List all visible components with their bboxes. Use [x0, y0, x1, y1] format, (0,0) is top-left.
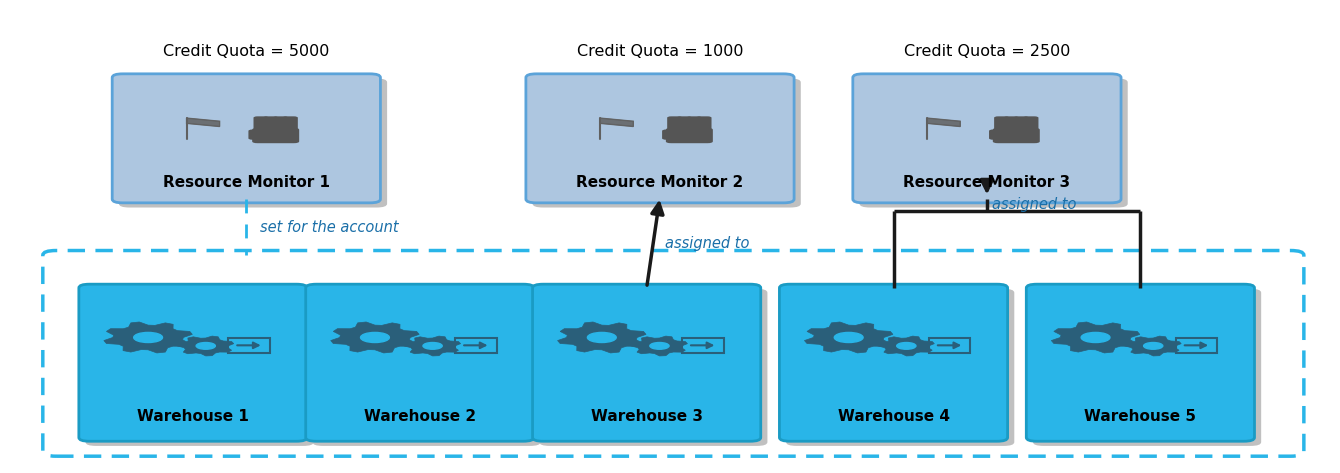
FancyBboxPatch shape [859, 79, 1128, 208]
FancyBboxPatch shape [1004, 116, 1018, 131]
Polygon shape [600, 118, 634, 126]
FancyBboxPatch shape [1024, 116, 1038, 131]
Polygon shape [927, 118, 961, 126]
Polygon shape [177, 336, 233, 356]
Text: Warehouse 5: Warehouse 5 [1084, 409, 1197, 424]
FancyBboxPatch shape [666, 128, 713, 143]
FancyBboxPatch shape [273, 116, 288, 131]
FancyBboxPatch shape [787, 289, 1014, 446]
Text: assigned to: assigned to [992, 197, 1077, 212]
FancyBboxPatch shape [993, 128, 1040, 143]
Polygon shape [804, 322, 892, 353]
Circle shape [423, 342, 442, 349]
FancyBboxPatch shape [252, 128, 299, 143]
FancyBboxPatch shape [119, 79, 387, 208]
FancyBboxPatch shape [697, 116, 712, 131]
Polygon shape [631, 336, 687, 356]
FancyBboxPatch shape [248, 130, 264, 140]
FancyBboxPatch shape [263, 116, 279, 131]
Polygon shape [331, 322, 419, 353]
Polygon shape [1124, 336, 1181, 356]
Text: Credit Quota = 5000: Credit Quota = 5000 [163, 44, 330, 59]
Circle shape [134, 333, 162, 342]
FancyBboxPatch shape [989, 130, 1004, 140]
FancyBboxPatch shape [662, 130, 677, 140]
Text: Credit Quota = 1000: Credit Quota = 1000 [576, 44, 744, 59]
Text: Warehouse 2: Warehouse 2 [363, 409, 476, 424]
FancyBboxPatch shape [86, 289, 314, 446]
FancyBboxPatch shape [1013, 116, 1029, 131]
FancyBboxPatch shape [677, 116, 691, 131]
FancyBboxPatch shape [686, 116, 702, 131]
FancyBboxPatch shape [306, 284, 533, 441]
FancyBboxPatch shape [525, 74, 795, 203]
Circle shape [1143, 342, 1163, 349]
Text: Credit Quota = 2500: Credit Quota = 2500 [903, 44, 1071, 59]
Text: Resource Monitor 2: Resource Monitor 2 [576, 175, 744, 190]
Polygon shape [1052, 322, 1140, 353]
FancyBboxPatch shape [283, 116, 297, 131]
FancyBboxPatch shape [539, 289, 768, 446]
Circle shape [835, 333, 863, 342]
FancyBboxPatch shape [312, 289, 540, 446]
FancyBboxPatch shape [1033, 289, 1261, 446]
Text: Warehouse 3: Warehouse 3 [591, 409, 702, 424]
Text: Warehouse 4: Warehouse 4 [838, 409, 950, 424]
Polygon shape [403, 336, 461, 356]
FancyBboxPatch shape [532, 284, 761, 441]
Circle shape [1081, 333, 1110, 342]
Polygon shape [105, 322, 193, 353]
Text: Resource Monitor 3: Resource Monitor 3 [903, 175, 1071, 190]
Text: set for the account: set for the account [260, 219, 398, 235]
Polygon shape [878, 336, 934, 356]
Circle shape [650, 342, 669, 349]
Circle shape [896, 342, 917, 349]
Polygon shape [557, 322, 646, 353]
FancyBboxPatch shape [532, 79, 801, 208]
FancyBboxPatch shape [780, 284, 1008, 441]
Circle shape [196, 342, 216, 349]
FancyBboxPatch shape [113, 74, 381, 203]
FancyBboxPatch shape [994, 116, 1009, 131]
Text: assigned to: assigned to [666, 236, 750, 251]
Polygon shape [186, 118, 220, 126]
FancyBboxPatch shape [253, 116, 269, 131]
Text: Warehouse 1: Warehouse 1 [137, 409, 249, 424]
Circle shape [360, 333, 390, 342]
Circle shape [587, 333, 616, 342]
Text: Resource Monitor 1: Resource Monitor 1 [163, 175, 330, 190]
FancyBboxPatch shape [79, 284, 307, 441]
FancyBboxPatch shape [667, 116, 682, 131]
FancyBboxPatch shape [852, 74, 1122, 203]
FancyBboxPatch shape [1026, 284, 1254, 441]
